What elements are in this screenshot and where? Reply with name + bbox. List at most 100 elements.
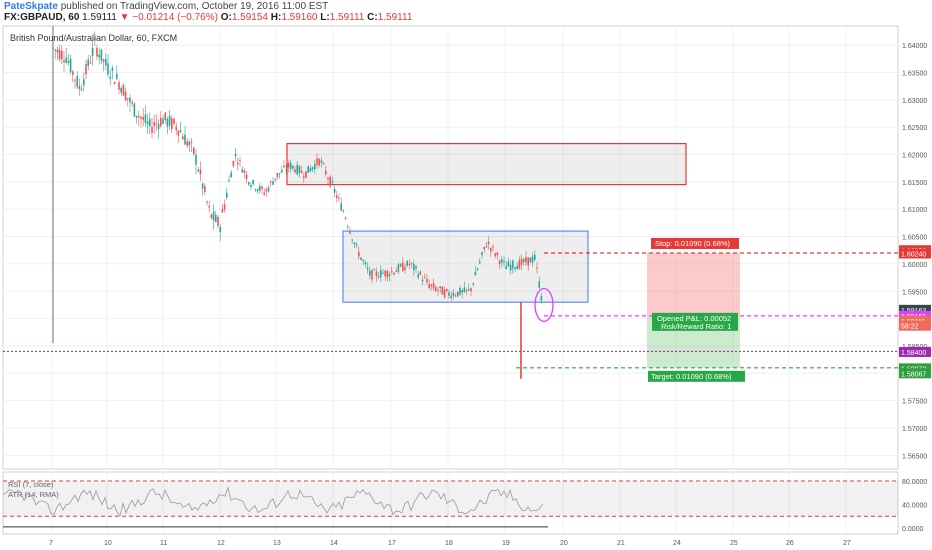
candle-body xyxy=(439,286,441,289)
x-tick-label: 10 xyxy=(104,540,112,547)
y-tick-label: 1.57000 xyxy=(902,426,927,433)
candle-body xyxy=(472,283,474,285)
candle-body xyxy=(296,164,298,175)
candle-body xyxy=(322,162,325,164)
candle-body xyxy=(509,264,512,271)
candle-body xyxy=(413,263,415,271)
candle-body xyxy=(129,97,131,103)
candle-body xyxy=(523,259,525,263)
chart-header: PateSkpate published on TradingView.com,… xyxy=(0,0,932,24)
candle-body xyxy=(428,284,430,289)
y-tick-label: 1.61000 xyxy=(902,207,927,214)
candle-body xyxy=(463,287,466,293)
candle-body xyxy=(190,141,193,143)
candle-body xyxy=(140,116,142,119)
candle-body xyxy=(107,63,109,75)
candle-body xyxy=(303,176,305,178)
candle-body xyxy=(287,163,290,168)
candle-body xyxy=(72,71,74,75)
candle-body xyxy=(263,192,265,195)
candle-body xyxy=(419,271,422,275)
price-axis[interactable]: 1.64000 1.63500 1.63000 1.62500 1.62000 1.615… xyxy=(899,43,931,460)
candle-body xyxy=(417,274,419,278)
y-tick-label: 1.62000 xyxy=(902,153,927,160)
candle-body xyxy=(58,49,61,60)
candle-body xyxy=(116,73,118,79)
candle-body xyxy=(223,204,226,210)
price-label: 1.60240 xyxy=(901,252,926,259)
candle-body xyxy=(388,274,391,277)
candle-body xyxy=(503,261,505,263)
candle-body xyxy=(133,103,136,117)
candle-body xyxy=(237,162,239,165)
x-tick-label: 26 xyxy=(786,540,794,547)
y-tick-label: 1.62500 xyxy=(902,125,927,132)
candle-body xyxy=(487,241,490,245)
candle-body xyxy=(281,169,283,173)
candle-body xyxy=(470,288,472,292)
candle-body xyxy=(138,115,140,117)
candle-body xyxy=(259,185,261,191)
candle-body xyxy=(355,244,358,246)
candle-body xyxy=(298,166,301,174)
overlays-layer: Stop: 0.01090 (0.68%) Opened P&L: 0.00052… xyxy=(3,26,898,382)
candle-body xyxy=(448,292,450,296)
time-axis[interactable]: 7 10 11 12 13 14 17 18 19 20 21 24 25 26 27 xyxy=(49,540,851,547)
candle-body xyxy=(124,91,127,101)
candle-body xyxy=(492,246,494,248)
candle-body xyxy=(292,165,294,169)
candle-body xyxy=(318,158,320,166)
candle-body xyxy=(457,291,459,297)
candle-body xyxy=(118,82,120,90)
candle-body xyxy=(536,267,538,269)
candle-body xyxy=(276,173,279,178)
close-value: 1.59111 xyxy=(377,12,413,23)
candle-body xyxy=(516,265,518,270)
candle-body xyxy=(527,257,529,266)
candle-body xyxy=(208,206,210,208)
candle-body xyxy=(395,270,397,273)
candle-body xyxy=(331,181,334,183)
candle-body xyxy=(366,267,369,270)
candle-body xyxy=(91,47,94,56)
candle-body xyxy=(267,187,270,192)
candle-body xyxy=(243,170,246,173)
candle-body xyxy=(285,169,287,171)
candle-body xyxy=(349,231,351,234)
candle-body xyxy=(127,98,129,100)
candles-layer xyxy=(52,31,543,304)
y-tick-label: 1.63500 xyxy=(902,70,927,77)
x-tick-label: 21 xyxy=(617,540,625,547)
candle-body xyxy=(342,211,345,213)
candle-body xyxy=(65,57,67,63)
candle-body xyxy=(87,59,89,66)
candle-body xyxy=(83,79,85,86)
price-label-bg xyxy=(899,368,931,379)
candle-body xyxy=(168,115,171,126)
candle-body xyxy=(210,214,213,219)
candle-body xyxy=(261,186,263,189)
candle-body xyxy=(184,134,186,145)
candle-body xyxy=(98,54,100,58)
author-link[interactable]: PateSkpate xyxy=(4,1,58,12)
low-value: 1.59111 xyxy=(329,12,365,23)
high-label: H: xyxy=(270,12,282,23)
price-label-bg xyxy=(899,346,931,357)
candle-body xyxy=(507,261,510,267)
candle-body xyxy=(102,59,105,62)
candle-body xyxy=(336,195,338,199)
candle-body xyxy=(450,295,452,299)
candle-body xyxy=(195,154,197,165)
candle-body xyxy=(483,246,485,250)
candle-body xyxy=(441,286,444,295)
indicator-pane[interactable] xyxy=(2,471,899,535)
candle-body xyxy=(142,117,144,120)
candle-body xyxy=(534,254,536,260)
candle-body xyxy=(85,63,87,75)
candle-body xyxy=(76,76,78,87)
last-price: 1.59111 xyxy=(82,12,117,23)
candle-body xyxy=(204,186,206,193)
y-tick-label: 1.60500 xyxy=(902,235,927,242)
candle-body xyxy=(465,289,468,291)
